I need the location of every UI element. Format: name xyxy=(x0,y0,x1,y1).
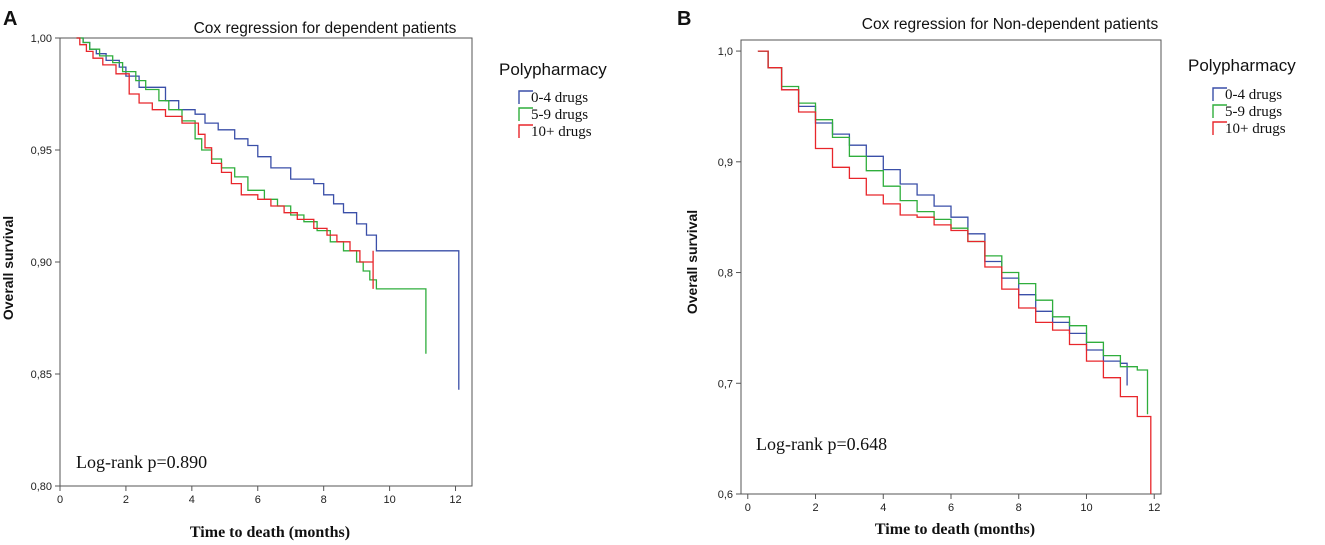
y-tick-label: 0,90 xyxy=(31,257,52,269)
y-tick-label: 0,6 xyxy=(718,489,733,501)
legend-item-label: 0-4 drugs xyxy=(1225,87,1282,103)
x-tick-label: 12 xyxy=(449,494,461,506)
legend-swatch xyxy=(518,124,533,138)
legend-title: Polypharmacy xyxy=(499,60,607,79)
panel-label: B xyxy=(677,8,691,30)
series-line-0-4-drugs xyxy=(76,37,460,390)
series-line-0-4-drugs xyxy=(757,50,1128,386)
plot-area-frame xyxy=(59,37,473,487)
legend-swatch xyxy=(1212,87,1227,101)
legend-item-label: 10+ drugs xyxy=(1225,121,1286,137)
y-tick-label: 0,95 xyxy=(31,145,52,157)
chart-title: Cox regression for dependent patients xyxy=(194,20,457,37)
log-rank-annotation: Log-rank p=0.890 xyxy=(76,452,207,472)
y-tick-label: 0,85 xyxy=(31,369,52,381)
y-tick-label: 1,00 xyxy=(31,33,52,45)
y-tick-label: 0,80 xyxy=(31,481,52,493)
x-tick-label: 4 xyxy=(189,494,195,506)
x-tick-label: 10 xyxy=(383,494,395,506)
x-tick-label: 12 xyxy=(1148,502,1160,514)
legend-swatch xyxy=(1212,121,1227,135)
x-tick-label: 8 xyxy=(1016,502,1022,514)
x-tick-label: 6 xyxy=(255,494,261,506)
legend-item-label: 10+ drugs xyxy=(531,124,592,140)
chart-title: Cox regression for Non-dependent patient… xyxy=(862,16,1159,33)
x-tick-label: 4 xyxy=(880,502,886,514)
plot-area-frame xyxy=(740,39,1162,495)
y-tick-label: 0,7 xyxy=(718,378,733,390)
x-tick-label: 2 xyxy=(123,494,129,506)
x-tick-label: 0 xyxy=(745,502,751,514)
y-tick-label: 0,8 xyxy=(718,268,733,280)
legend-title: Polypharmacy xyxy=(1188,56,1296,75)
legend-item-label: 5-9 drugs xyxy=(1225,104,1282,120)
x-tick-label: 8 xyxy=(321,494,327,506)
x-tick-label: 10 xyxy=(1080,502,1092,514)
x-axis-label: Time to death (months) xyxy=(875,521,1035,538)
x-tick-label: 0 xyxy=(57,494,63,506)
y-axis-label: Overall survival xyxy=(0,216,16,320)
log-rank-annotation: Log-rank p=0.648 xyxy=(756,434,887,454)
legend-item-label: 0-4 drugs xyxy=(531,90,588,106)
legend-swatch xyxy=(1212,104,1227,118)
x-tick-label: 6 xyxy=(948,502,954,514)
panel-label: A xyxy=(3,8,17,30)
y-tick-label: 1,0 xyxy=(718,46,733,58)
legend-item-label: 5-9 drugs xyxy=(531,107,588,123)
series-line-5-9-drugs xyxy=(757,50,1149,415)
legend-swatch xyxy=(518,107,533,121)
panel-a: A Cox regression for dependent patients 0 2… xyxy=(0,8,607,541)
y-axis-label: Overall survival xyxy=(684,210,700,314)
y-tick-label: 0,9 xyxy=(718,157,733,169)
x-tick-label: 2 xyxy=(812,502,818,514)
panel-b: B Cox regression for Non-dependent patien… xyxy=(677,8,1296,538)
legend-swatch xyxy=(518,90,533,104)
series-line-10-drugs xyxy=(757,50,1152,494)
x-axis-label: Time to death (months) xyxy=(190,524,350,541)
series-line-10-drugs xyxy=(76,37,374,289)
